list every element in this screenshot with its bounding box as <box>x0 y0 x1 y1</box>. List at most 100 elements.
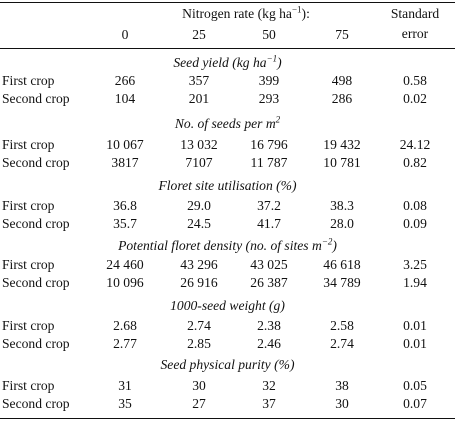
cell: 43 025 <box>250 257 288 272</box>
table-row: First crop 266 357 399 498 0.58 <box>0 72 455 90</box>
section-title-floret-site-utilisation: Floret site utilisation (%) <box>158 178 297 193</box>
section-title-seed-yield: Seed yield (kg ha−1) <box>173 53 282 70</box>
cell: 46 618 <box>323 257 361 272</box>
cell: 2.74 <box>187 318 211 333</box>
cell: 41.7 <box>257 216 281 231</box>
rate-header-row: 0 25 50 75 <box>0 26 455 44</box>
row-label: Second crop <box>2 275 70 290</box>
se-cell: 0.08 <box>403 198 427 213</box>
cell: 3817 <box>111 155 139 170</box>
standard-error-header-line1: Standard <box>390 6 440 21</box>
cell: 2.58 <box>330 318 354 333</box>
cell: 31 <box>118 378 132 393</box>
cell: 2.38 <box>257 318 281 333</box>
se-cell: 0.01 <box>403 318 427 333</box>
cell: 7107 <box>185 155 213 170</box>
cell: 498 <box>331 73 353 88</box>
se-cell: 24.12 <box>399 137 431 152</box>
cell: 36.8 <box>113 198 137 213</box>
se-cell: 3.25 <box>403 257 427 272</box>
row-label: First crop <box>2 257 55 272</box>
row-label: First crop <box>2 318 55 333</box>
cell: 104 <box>114 91 136 106</box>
nitrogen-rate-header: Nitrogen rate (kg ha−1): <box>182 4 310 21</box>
row-label: Second crop <box>2 155 70 170</box>
cell: 32 <box>262 378 276 393</box>
cell: 28.0 <box>330 216 354 231</box>
cell: 399 <box>258 73 280 88</box>
cell: 29.0 <box>187 198 211 213</box>
cell: 10 096 <box>106 275 144 290</box>
cell: 30 <box>335 396 349 411</box>
cell: 266 <box>114 73 136 88</box>
cell: 35 <box>118 396 132 411</box>
cell: 30 <box>192 378 206 393</box>
bottom-rule <box>0 418 455 420</box>
cell: 35.7 <box>113 216 137 231</box>
se-cell: 0.58 <box>403 73 427 88</box>
cell: 10 781 <box>323 155 361 170</box>
table-row: First crop 24 460 43 296 43 025 46 618 3… <box>0 256 455 274</box>
cell: 2.46 <box>257 336 281 351</box>
cell: 286 <box>331 91 353 106</box>
row-label: Second crop <box>2 336 70 351</box>
cell: 357 <box>188 73 210 88</box>
cell: 24.5 <box>187 216 211 231</box>
table-row: Second crop 35 27 37 30 0.07 <box>0 395 455 413</box>
cell: 19 432 <box>323 137 361 152</box>
top-rule <box>0 2 455 4</box>
cell: 38.3 <box>330 198 354 213</box>
row-label: Second crop <box>2 396 70 411</box>
cell: 26 916 <box>180 275 218 290</box>
table-row: Second crop 35.7 24.5 41.7 28.0 0.09 <box>0 215 455 233</box>
header-rule <box>0 48 455 49</box>
cell: 10 067 <box>106 137 144 152</box>
cell: 37 <box>262 396 276 411</box>
row-label: Second crop <box>2 91 70 106</box>
row-label: First crop <box>2 137 55 152</box>
se-cell: 1.94 <box>403 275 427 290</box>
cell: 11 787 <box>250 155 288 170</box>
row-label: First crop <box>2 73 55 88</box>
cell: 27 <box>192 396 206 411</box>
standard-error-header-line2: error <box>401 26 429 41</box>
se-cell: 0.09 <box>403 216 427 231</box>
table-row: Second crop 10 096 26 916 26 387 34 789 … <box>0 274 455 292</box>
cell: 43 296 <box>180 257 218 272</box>
section-title-seed-physical-purity: Seed physical purity (%) <box>160 357 295 372</box>
cell: 2.68 <box>113 318 137 333</box>
cell: 34 789 <box>323 275 361 290</box>
rate-50-header: 50 <box>262 27 276 42</box>
cell: 26 387 <box>250 275 288 290</box>
rate-75-header: 75 <box>335 27 349 42</box>
table-row: Second crop 104 201 293 286 0.02 <box>0 90 455 108</box>
cell: 201 <box>188 91 210 106</box>
se-cell: 0.07 <box>403 396 427 411</box>
row-label: First crop <box>2 198 55 213</box>
se-cell: 0.82 <box>403 155 427 170</box>
se-cell: 0.02 <box>403 91 427 106</box>
table-row: First crop 10 067 13 032 16 796 19 432 2… <box>0 136 455 154</box>
se-cell: 0.01 <box>403 336 427 351</box>
rate-25-header: 25 <box>192 27 206 42</box>
cell: 38 <box>335 378 349 393</box>
cell: 16 796 <box>250 137 288 152</box>
cell: 2.85 <box>187 336 211 351</box>
section-title-seeds-per-m2: No. of seeds per m2 <box>174 114 281 131</box>
table-row: Second crop 3817 7107 11 787 10 781 0.82 <box>0 154 455 172</box>
cell: 13 032 <box>180 137 218 152</box>
cell: 2.74 <box>330 336 354 351</box>
section-title-1000-seed-weight: 1000-seed weight (g) <box>170 298 285 313</box>
table-row: First crop 36.8 29.0 37.2 38.3 0.08 <box>0 197 455 215</box>
se-cell: 0.05 <box>403 378 427 393</box>
row-label: First crop <box>2 378 55 393</box>
rate-0-header: 0 <box>121 27 129 42</box>
cell: 24 460 <box>106 257 144 272</box>
cell: 293 <box>258 91 280 106</box>
cell: 37.2 <box>257 198 281 213</box>
section-title-potential-floret-density: Potential floret density (no. of sites m… <box>118 236 337 253</box>
table-row: First crop 31 30 32 38 0.05 <box>0 377 455 395</box>
table-row: Second crop 2.77 2.85 2.46 2.74 0.01 <box>0 335 455 353</box>
table-row: First crop 2.68 2.74 2.38 2.58 0.01 <box>0 317 455 335</box>
